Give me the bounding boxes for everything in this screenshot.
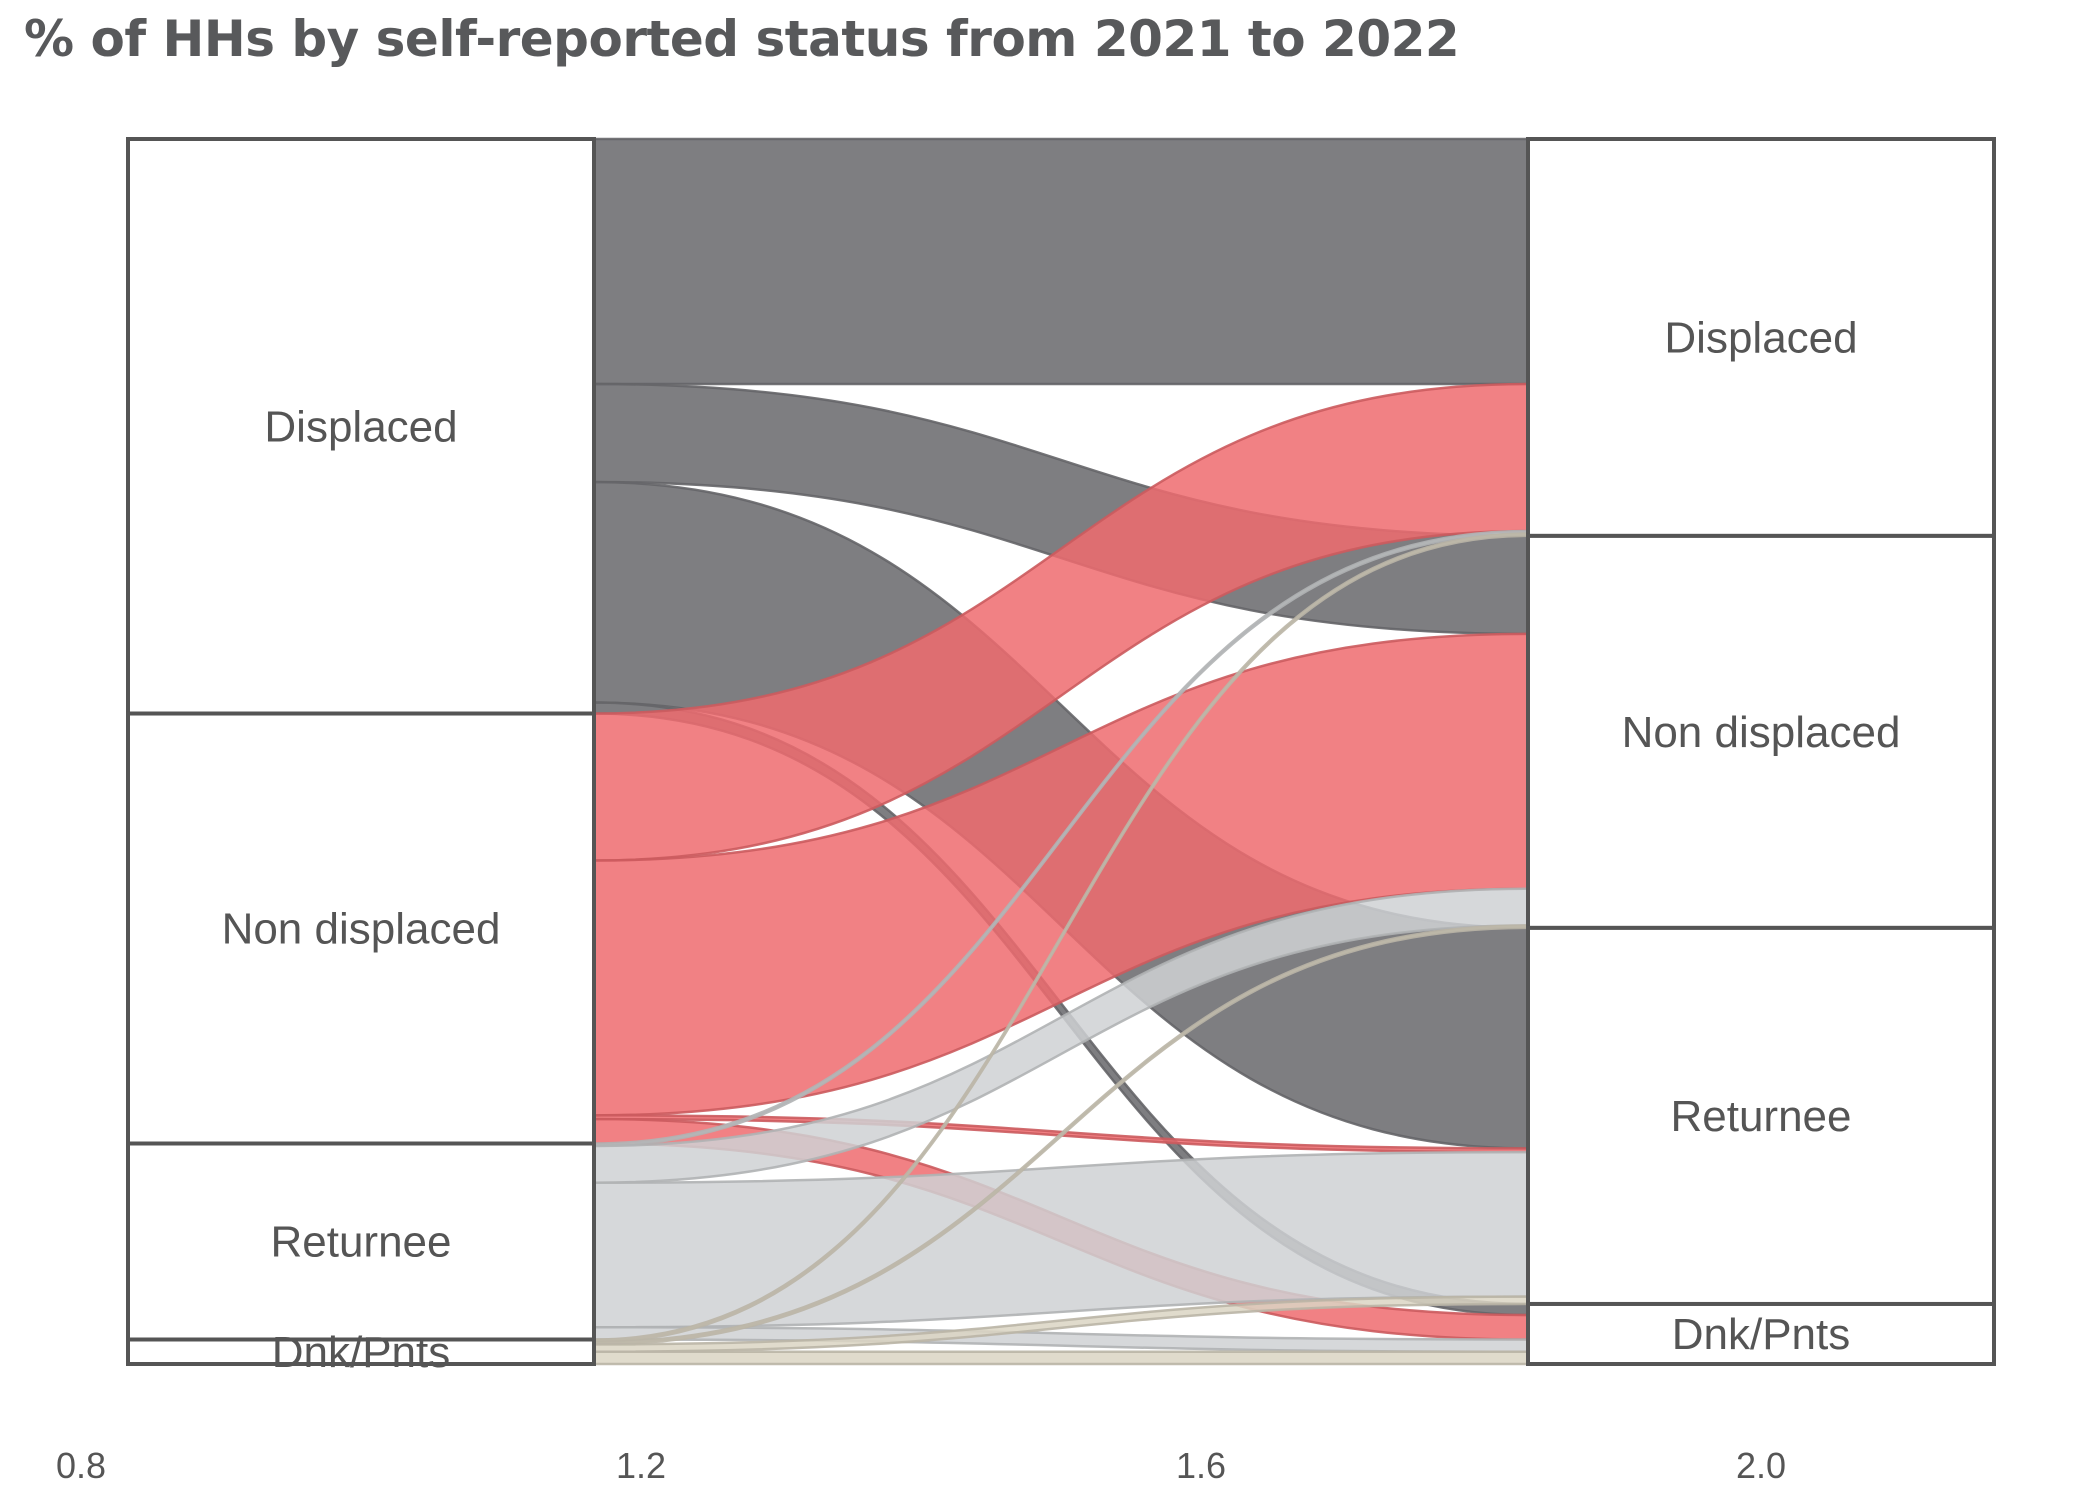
flow-displaced-to-displaced bbox=[592, 137, 1530, 386]
flows-layer bbox=[592, 137, 1530, 1366]
stratum-label-right-displaced: Displaced bbox=[1664, 313, 1857, 362]
x-tick-label: 0.8 bbox=[56, 1445, 106, 1486]
stratum-label-left-dnk-pnts: Dnk/Pnts bbox=[272, 1328, 451, 1377]
stratum-label-left-non-displaced: Non displaced bbox=[222, 905, 501, 954]
x-tick-label: 1.6 bbox=[1176, 1445, 1226, 1486]
x-axis-ticks: 0.8 1.2 1.6 2.0 bbox=[56, 1445, 1786, 1486]
stratum-label-right-returnee: Returnee bbox=[1670, 1092, 1851, 1141]
x-tick-label: 2.0 bbox=[1736, 1445, 1786, 1486]
x-tick-label: 1.2 bbox=[616, 1445, 666, 1486]
stratum-label-left-returnee: Returnee bbox=[270, 1218, 451, 1267]
stratum-right-displaced bbox=[1526, 137, 1996, 538]
stratum-label-right-non-displaced: Non displaced bbox=[1622, 708, 1901, 757]
strata-layer: Displaced Non displaced Returnee Dnk/Pnts Di… bbox=[126, 137, 1996, 1377]
stratum-right-dnk-pnts bbox=[1526, 1301, 1996, 1366]
flow-dnk-pnts-to-dnk-pnts bbox=[592, 1350, 1530, 1366]
chart-title: % of HHs by self-reported status from 20… bbox=[24, 10, 1460, 68]
stratum-left-dnk-pnts bbox=[126, 1337, 596, 1366]
stratum-label-left-displaced: Displaced bbox=[264, 402, 457, 451]
stratum-label-right-dnk-pnts: Dnk/Pnts bbox=[1672, 1310, 1851, 1359]
stratum-right-non-displaced bbox=[1526, 533, 1996, 930]
stratum-left-returnee bbox=[126, 1141, 596, 1342]
